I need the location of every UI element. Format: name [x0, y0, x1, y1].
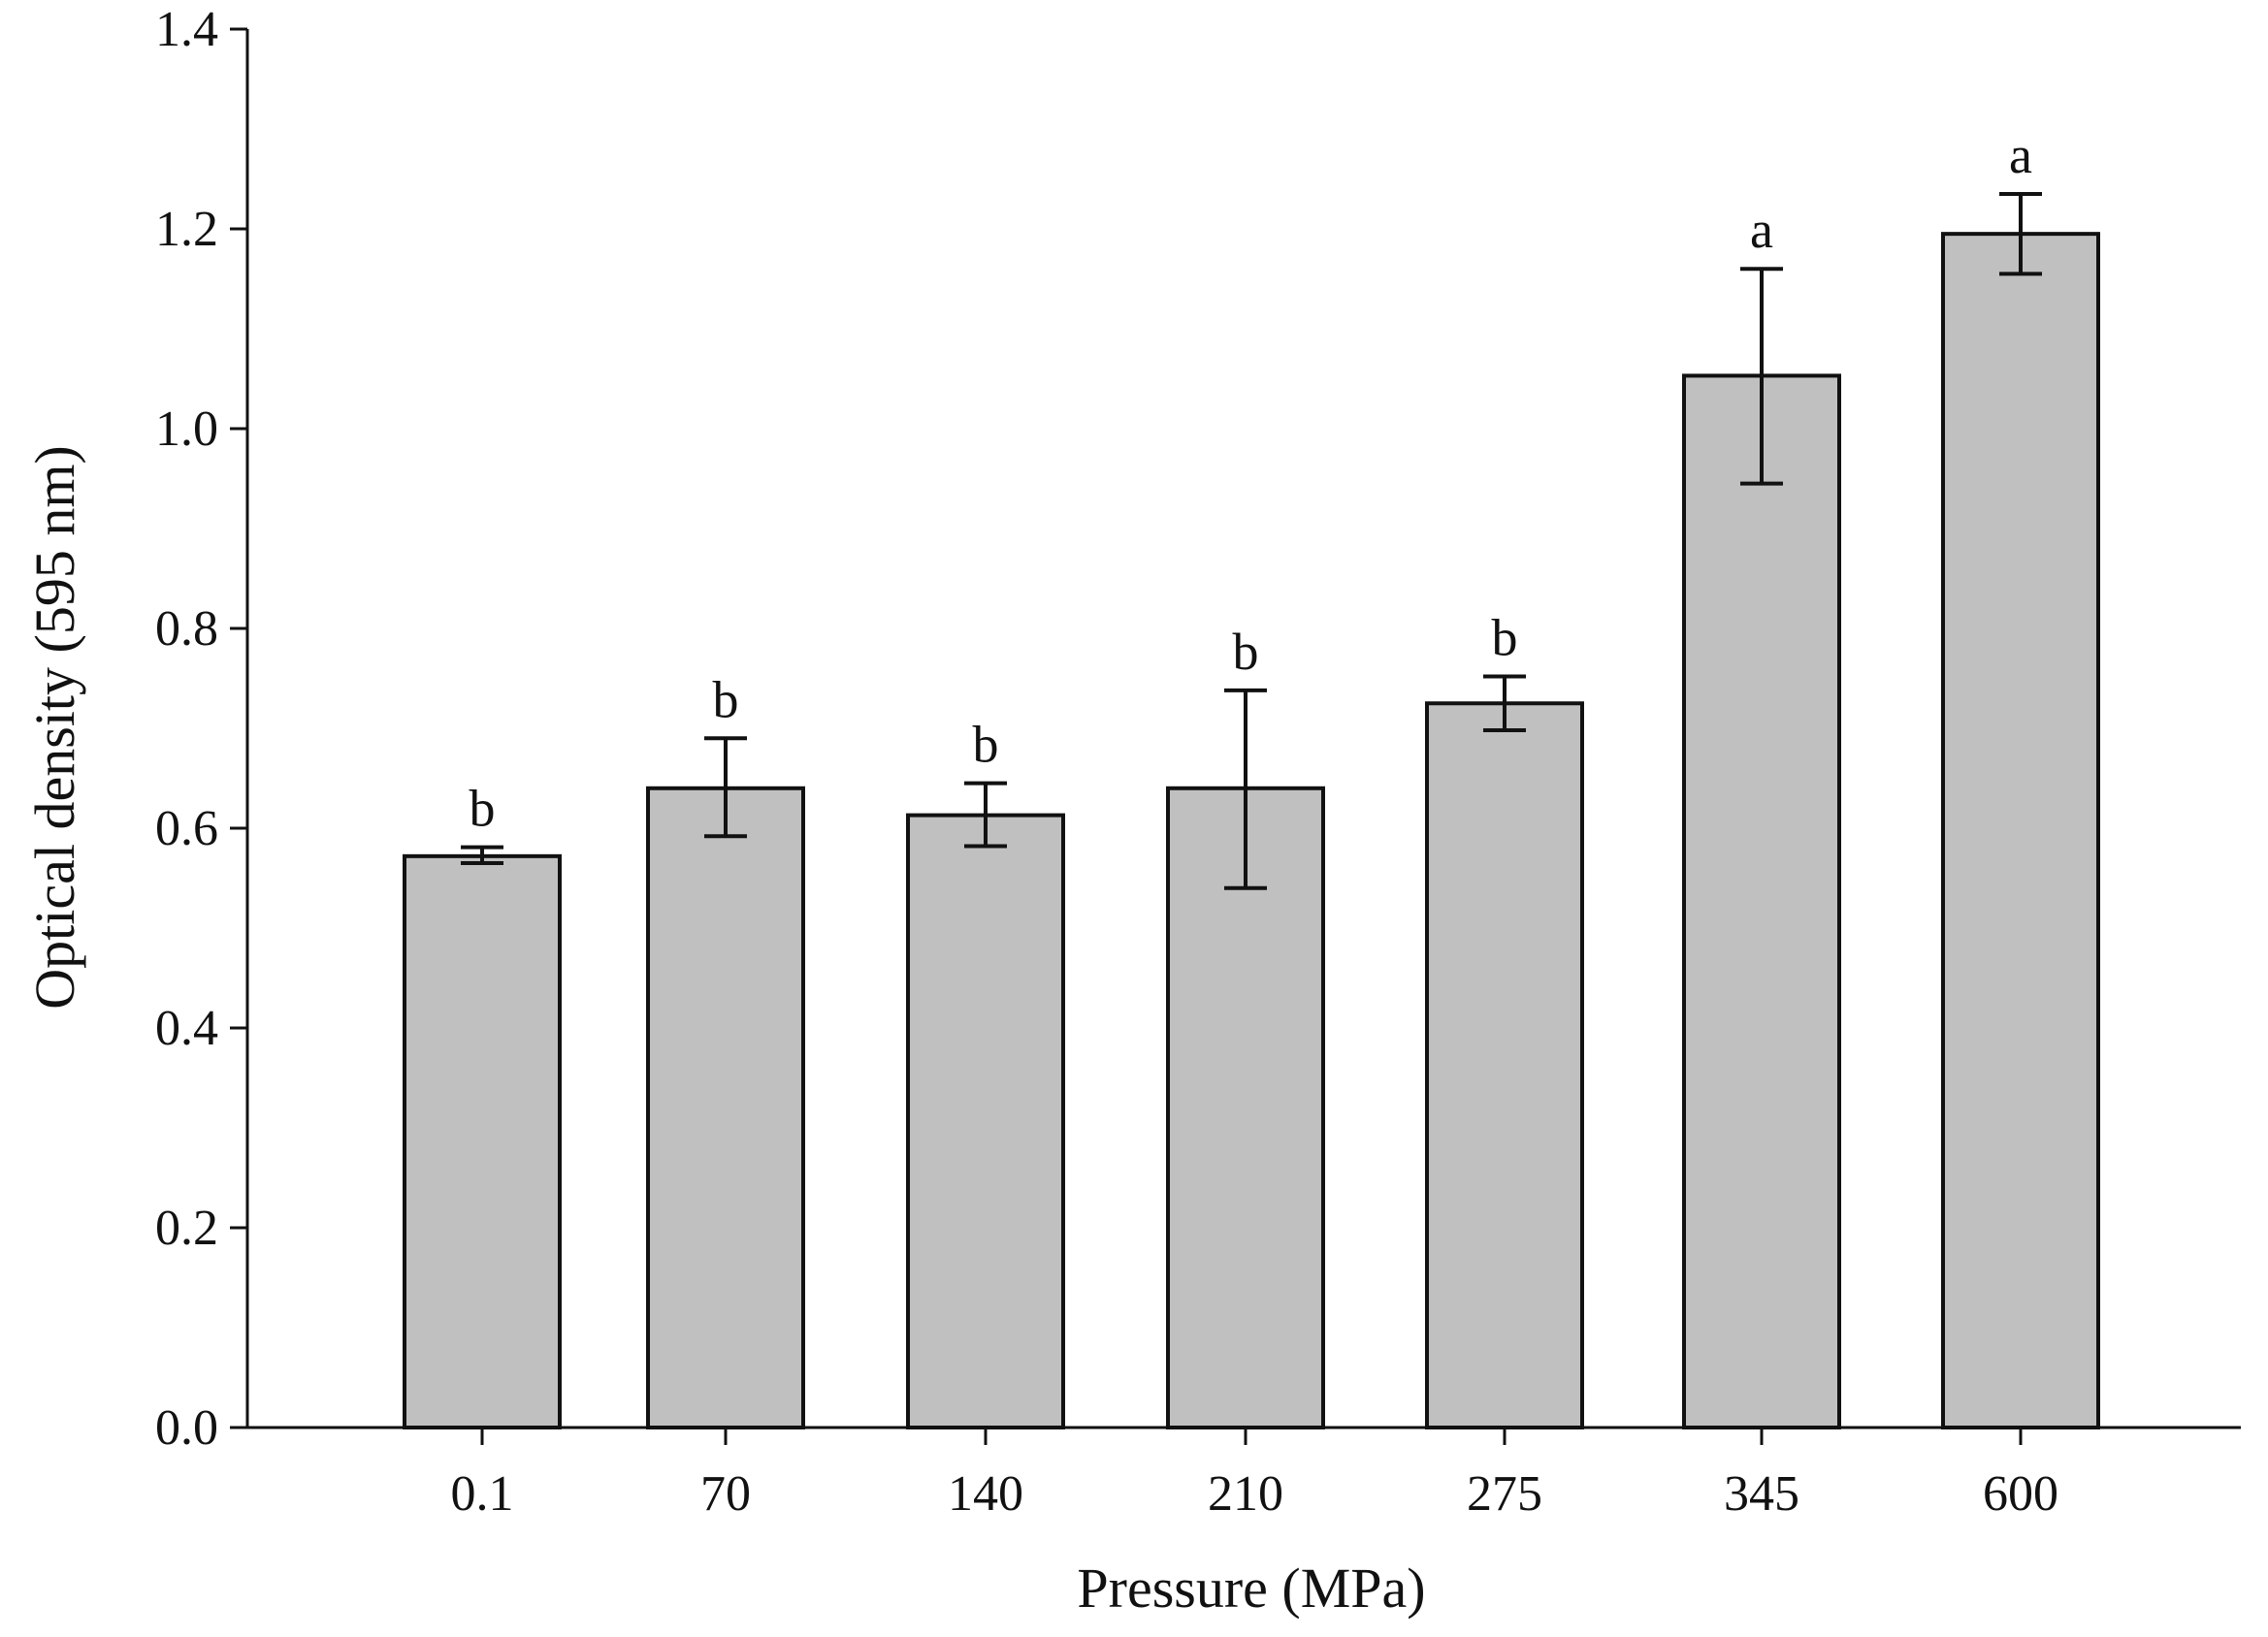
error-bar	[1483, 674, 1526, 733]
error-bars-layer	[461, 191, 2042, 890]
x-tick-label: 345	[1724, 1466, 1799, 1522]
x-tick-label: 0.1	[451, 1466, 514, 1522]
x-ticks-layer: 0.1 70 140 210 275 345 600	[451, 1428, 2058, 1522]
y-tick-label: 0.2	[155, 1201, 218, 1256]
y-tick-label: 0.4	[155, 1001, 218, 1056]
error-bar	[704, 736, 747, 839]
y-tick-label: 1.0	[155, 401, 218, 457]
y-tick-label: 0.6	[155, 801, 218, 856]
error-bar	[461, 845, 503, 866]
error-bar	[1740, 267, 1783, 486]
x-tick-label: 275	[1467, 1466, 1542, 1522]
y-tick-label: 0.0	[155, 1400, 218, 1456]
bar	[906, 813, 1065, 1429]
significance-label: b	[470, 780, 496, 838]
bar	[1682, 373, 1841, 1429]
error-bar	[964, 781, 1007, 849]
error-bar	[1224, 688, 1267, 890]
error-bar	[1999, 191, 2042, 276]
x-tick-label: 600	[1983, 1466, 2058, 1522]
significance-label: a	[2009, 126, 2032, 184]
bar	[403, 853, 562, 1429]
significance-label: b	[713, 670, 739, 728]
significance-label: a	[1750, 201, 1773, 259]
y-tick-label: 1.2	[155, 202, 218, 257]
significance-label: b	[1233, 623, 1259, 681]
significance-labels-layer: b b b b b a a	[470, 126, 2033, 838]
y-ticks-layer: 0.0 0.2 0.4 0.6 0.8 1.0 1.2 1.4	[155, 2, 247, 1456]
x-tick-label: 70	[700, 1466, 751, 1522]
bar	[646, 786, 805, 1429]
y-tick-label: 1.4	[155, 2, 218, 57]
bar	[1941, 232, 2100, 1429]
y-axis-title: Optical density (595 nm)	[23, 445, 86, 1010]
significance-label: b	[973, 716, 999, 774]
y-tick-label: 0.8	[155, 601, 218, 657]
x-tick-label: 140	[948, 1466, 1023, 1522]
x-axis-title: Pressure (MPa)	[1077, 1557, 1425, 1620]
bar	[1425, 701, 1584, 1429]
bar	[1166, 786, 1325, 1429]
bars-layer	[403, 232, 2100, 1429]
significance-label: b	[1492, 608, 1518, 666]
x-tick-label: 210	[1208, 1466, 1283, 1522]
